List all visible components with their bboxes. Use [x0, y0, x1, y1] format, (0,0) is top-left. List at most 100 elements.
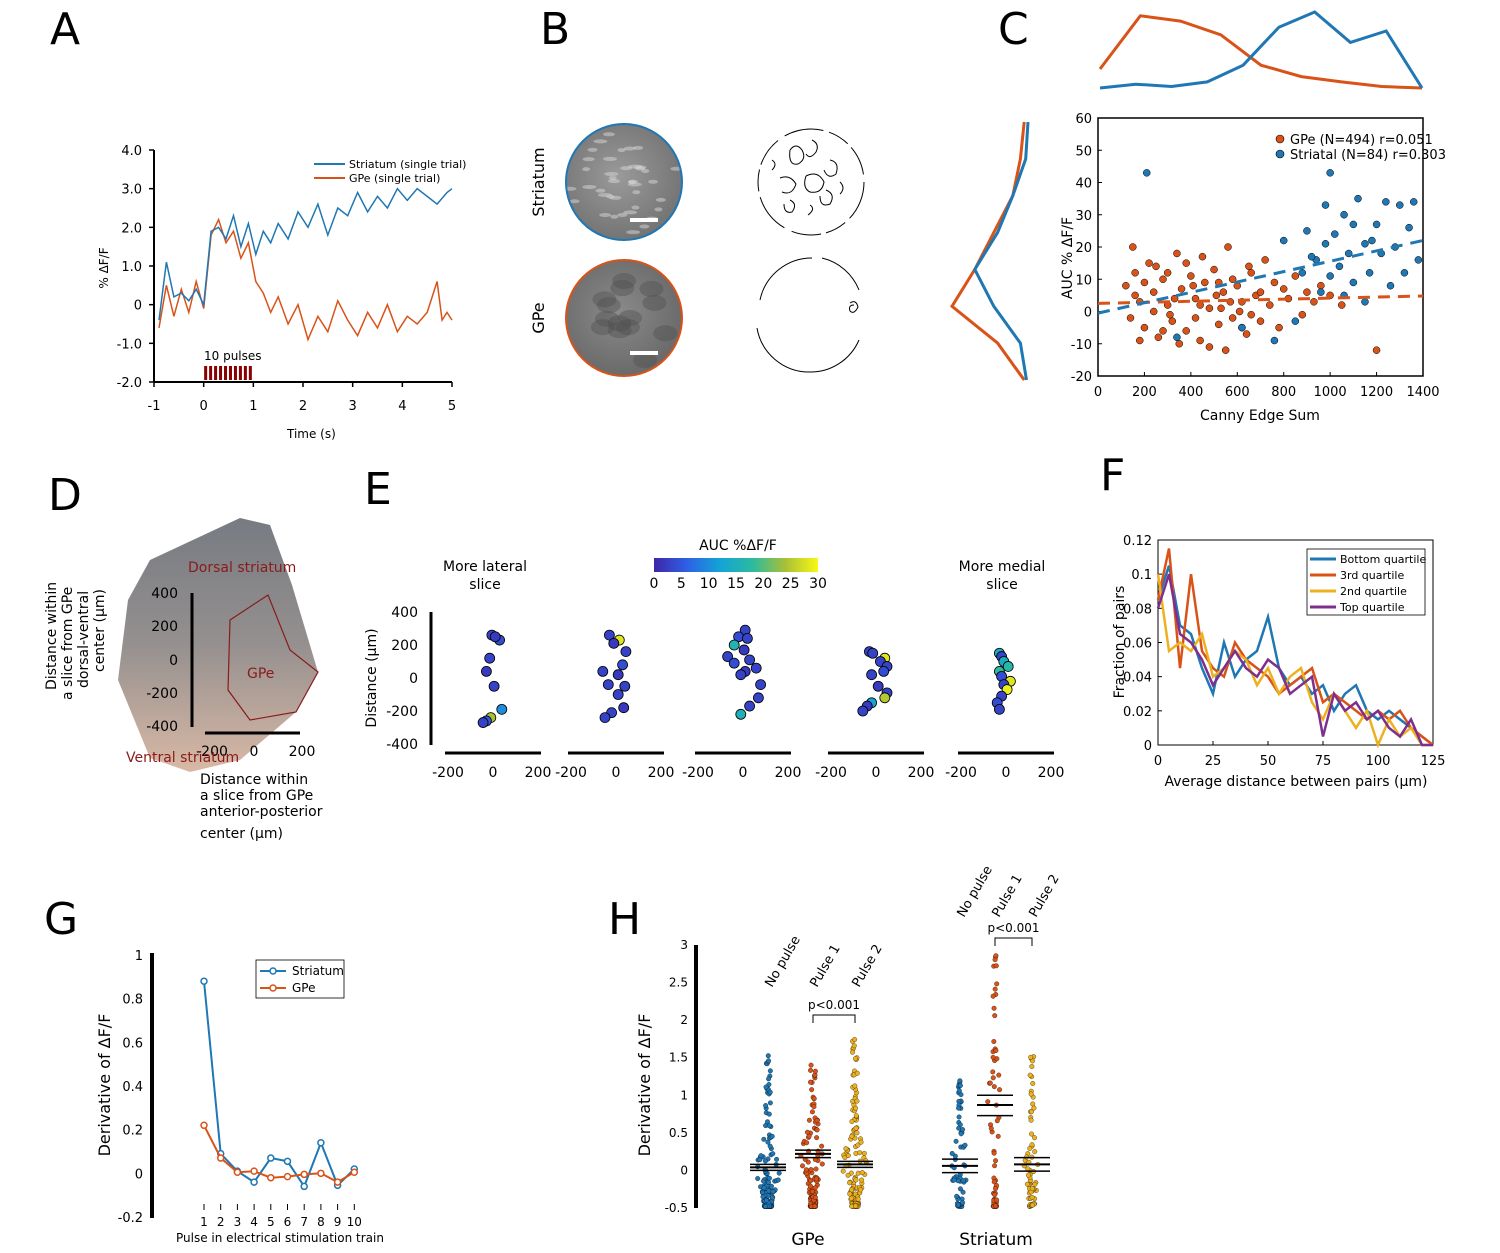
panel-c-x-label: Canny Edge Sum [1200, 408, 1320, 424]
panel-g-marker [200, 977, 208, 985]
gpe-outline [565, 259, 683, 377]
gpe-point [1159, 275, 1167, 283]
swarm-point [993, 1158, 998, 1164]
swarm-point [768, 1183, 774, 1189]
swarm-point [854, 1098, 860, 1104]
gpe-dark-patch [610, 280, 635, 297]
stim-pulse-bar [214, 366, 218, 380]
gpe-point [1149, 307, 1158, 316]
swarm-point [993, 1186, 998, 1192]
panel-c-side-marginal [950, 121, 1030, 381]
panel-f-ytick-label: 0.06 [1123, 637, 1152, 652]
panel-c-legend: GPe (N=494) r=0.051 Striatal (N=84) r=0.… [1275, 133, 1446, 163]
panel-c-xtick-label: 800 [1271, 385, 1296, 400]
striatal-point [1405, 223, 1413, 232]
neuron-point [604, 629, 615, 641]
striatal-point [1238, 323, 1246, 332]
swarm-point [770, 1189, 776, 1195]
striatal-point [1326, 272, 1334, 280]
neuron-point [597, 666, 609, 677]
panel-f-legend-label: 3rd quartile [1340, 569, 1404, 582]
swarm-point [861, 1150, 867, 1156]
panel-g-marker [350, 1168, 359, 1176]
panel-f-line-4 [1156, 573, 1433, 747]
legend-marker-striatal [1275, 149, 1285, 159]
neuron-point [722, 651, 733, 662]
swarm-point [994, 981, 1000, 987]
gpe-dark-patch [607, 322, 632, 339]
swarm-point [810, 1189, 816, 1194]
swarm-point [850, 1098, 856, 1104]
swarm-point [767, 1068, 773, 1074]
panel-f-y-ticks: 0.12 0.1 0.08 0.06 0.04 0.02 0 [1123, 534, 1162, 754]
panel-d-ytick: -200 [146, 686, 178, 702]
striatum-bright-spot [623, 146, 636, 151]
slice-xtick-label: 0 [739, 765, 748, 781]
panel-g-y-ticks: 1 0.8 0.6 0.4 0.2 0 -0.2 [118, 949, 143, 1226]
neuron-point [484, 652, 496, 664]
colorbar-tick-label: 25 [782, 576, 800, 592]
panel-h-beeswarm: 3 2.5 2 1.5 1 0.5 0 -0.5 Derivative of ΔF/F No … [635, 863, 1063, 1250]
swarm-point [809, 1087, 815, 1093]
swarm-point [951, 1177, 957, 1183]
swarm-point [960, 1178, 966, 1184]
slice-xtick-label: -200 [682, 765, 714, 781]
panel-e-ytick: 400 [391, 605, 418, 621]
panel-d-y-label-line: center (μm) [92, 589, 108, 672]
swarm-point [774, 1156, 780, 1162]
neuron-point [608, 637, 620, 649]
stim-pulse-bar [233, 366, 237, 380]
panel-letter-f: F [1100, 450, 1125, 501]
swarm-point [763, 1084, 769, 1090]
panel-h-ytick-label: 1.5 [669, 1051, 688, 1065]
panel-d-ytick: 0 [169, 653, 178, 669]
striatal-point [1382, 198, 1390, 206]
striatum-edge-map [757, 128, 865, 236]
striatum-bright-spot [627, 179, 638, 184]
panel-a-xtick-label: -1 [148, 399, 161, 414]
gpe-dark-patch [592, 291, 617, 308]
panel-c-xtick-label: 600 [1225, 385, 1250, 400]
panel-g-marker [283, 1172, 292, 1181]
panel-d-xtick: -200 [196, 744, 228, 760]
swarm-point [956, 1105, 962, 1111]
swarm-point [1029, 1202, 1035, 1208]
swarm-point [766, 1123, 772, 1129]
panel-d-y-label: Distance within a slice from GPe dorsal-… [44, 582, 108, 700]
column-label: No pulse [762, 933, 803, 990]
swarm-point [769, 1195, 775, 1201]
legend-marker-striatum-g [269, 967, 277, 975]
swarm-point [769, 1133, 775, 1139]
panel-e-ytick: -400 [386, 737, 418, 753]
panel-g-x-ticks: 1 2 3 4 5 6 7 8 9 10 [200, 1204, 362, 1229]
swarm-point [819, 1161, 825, 1167]
top-marginal-gpe [1098, 14, 1423, 90]
label-gpe-region: GPe [247, 666, 274, 682]
gpe-point [1182, 327, 1190, 335]
striatal-point [1349, 220, 1358, 229]
colorbar-tick-label: 15 [727, 576, 745, 592]
panel-a-x-ticks: -1 0 1 2 3 4 5 [148, 382, 456, 414]
striatum-bright-spot [626, 230, 641, 235]
panel-a-ytick-label: 2.0 [121, 221, 142, 236]
gpe-dark-patch [607, 315, 632, 332]
gpe-point [1131, 291, 1139, 300]
swarm-point [808, 1062, 814, 1068]
legend-label-striatal-scatter: Striatal (N=84) r=0.303 [1290, 148, 1446, 163]
panel-e-slice-plots: -200 0 200 -200 0 200 -200 0 200 -200 0 200 -200 0 200 [432, 624, 1064, 781]
panel-c-y-ticks: 60 50 40 30 20 10 0 -10 -20 [1071, 112, 1102, 385]
swarm-point [991, 1179, 997, 1185]
gpe-point [1247, 269, 1255, 277]
label-ventral-striatum: Ventral striatum [126, 750, 239, 766]
panel-f-ytick-label: 0 [1144, 739, 1152, 754]
swarm-point [800, 1163, 805, 1169]
striatal-point [1361, 298, 1369, 306]
tissue-slice-image [118, 518, 318, 772]
colorbar [654, 558, 818, 572]
gpe-point [1303, 288, 1311, 296]
neuron-point [879, 692, 891, 704]
panel-f-series [1156, 548, 1434, 749]
striatum-bright-spot [593, 139, 608, 144]
striatal-point [1344, 249, 1353, 258]
panel-d-ytick: 200 [151, 619, 178, 635]
